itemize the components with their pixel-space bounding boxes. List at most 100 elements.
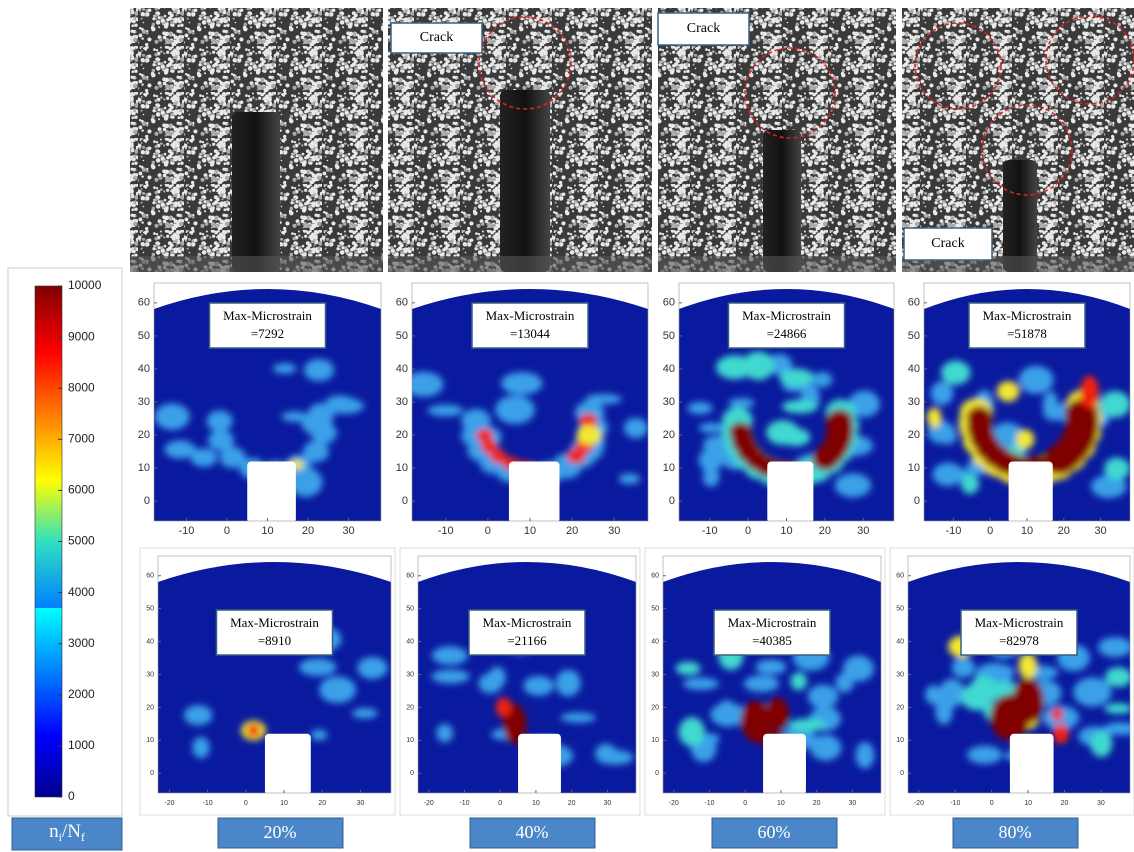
hotspot [183, 705, 213, 726]
hotspot [966, 745, 1003, 764]
y-tick-label: 20 [908, 429, 920, 441]
y-tick-label: 60 [396, 297, 408, 309]
crack-label: Crack [420, 30, 453, 45]
x-tick-label: 20 [1061, 800, 1069, 807]
hotspot [164, 440, 196, 459]
hotspot [618, 473, 641, 485]
hotspot [788, 718, 827, 732]
y-tick-label: 30 [908, 396, 920, 408]
colorbar [34, 285, 63, 798]
y-tick-label: 40 [908, 363, 920, 375]
strain-value: =21166 [507, 633, 547, 648]
x-tick-label: 10 [1024, 800, 1032, 807]
dome-mask [924, 283, 1130, 309]
hotspot [1104, 457, 1130, 480]
colorbar-tick-label: 3000 [68, 636, 95, 650]
hotspot [1080, 375, 1099, 409]
hotspot [743, 675, 779, 693]
stage-box [217, 817, 344, 849]
hotspot [779, 368, 815, 387]
y-tick-label: 30 [896, 671, 904, 678]
hotspot [930, 381, 954, 406]
hotspot [351, 708, 378, 719]
hotspot [1073, 677, 1112, 707]
hotspot [698, 422, 726, 433]
strain-box [727, 302, 846, 349]
dome-mask [158, 556, 391, 582]
hotspot [431, 669, 470, 684]
x-tick-label: 10 [777, 800, 785, 807]
x-tick-label: 10 [261, 525, 273, 537]
strain-label: Max-Microstrain [486, 308, 575, 323]
hotspot [247, 723, 260, 738]
y-tick-label: 50 [663, 330, 675, 342]
hotspot [1099, 391, 1130, 418]
hotspot [996, 381, 1020, 402]
strain-label: Max-Microstrain [742, 308, 831, 323]
hotspot [960, 473, 980, 494]
stage-label: 80% [999, 822, 1032, 842]
y-tick-label: 10 [406, 737, 414, 744]
ratio-part: i [59, 830, 63, 844]
hotspot [932, 462, 964, 487]
hotspot [678, 717, 705, 747]
y-tick-label: 50 [146, 606, 154, 613]
ratio-part: f [81, 830, 85, 844]
x-tick-label: 20 [568, 800, 576, 807]
hotspot [940, 360, 971, 385]
strain-map [924, 283, 1130, 521]
hotspot [478, 673, 503, 694]
x-tick-label: 20 [302, 525, 314, 537]
hotspot [303, 440, 329, 463]
y-tick-label: 10 [138, 462, 150, 474]
hotspot [190, 448, 218, 467]
strain-map [908, 556, 1130, 793]
hotspot [755, 659, 787, 675]
crack-circle [478, 16, 572, 110]
strain-value: =13044 [510, 326, 550, 341]
x-tick-label: -20 [669, 800, 679, 807]
hotspot [1102, 722, 1130, 736]
y-tick-label: 0 [669, 495, 675, 507]
colorbar-tick-label: 8000 [68, 380, 95, 394]
hotspot [319, 676, 357, 704]
hotspot [765, 697, 790, 731]
strain-value: =24866 [767, 326, 807, 341]
hotspot [807, 684, 839, 709]
stage-box [952, 817, 1079, 849]
crack-box [657, 12, 750, 46]
hotspot [835, 672, 854, 693]
hotspot [924, 685, 943, 705]
hotspot [710, 702, 747, 727]
notch [1009, 733, 1054, 793]
crack-box [903, 227, 993, 261]
dome-mask [418, 556, 636, 582]
x-tick-label: 0 [745, 525, 751, 537]
crack-label: Crack [931, 236, 964, 251]
hotspot [935, 697, 953, 725]
y-tick-label: 0 [410, 770, 414, 777]
crack-circle [914, 22, 1002, 110]
x-tick-label: 10 [524, 525, 536, 537]
y-tick-label: 10 [396, 462, 408, 474]
hotspot [192, 736, 210, 759]
notch [1003, 160, 1037, 272]
hotspot [842, 655, 874, 682]
y-tick-label: 0 [914, 495, 920, 507]
hotspot [310, 422, 337, 444]
x-tick-label: -10 [459, 800, 469, 807]
y-tick-label: 40 [663, 363, 675, 375]
x-tick-label: 20 [566, 525, 578, 537]
x-tick-label: 30 [1094, 525, 1106, 537]
hotspot [1018, 365, 1054, 394]
hotspot [1016, 429, 1035, 450]
x-tick-label: 10 [280, 800, 288, 807]
y-tick-label: 60 [146, 573, 154, 580]
hotspot [357, 656, 388, 679]
y-tick-label: 30 [406, 671, 414, 678]
strain-label: Max-Microstrain [983, 308, 1072, 323]
x-tick-label: 20 [1058, 525, 1070, 537]
strain-box [471, 302, 589, 349]
hotspot [716, 355, 753, 380]
